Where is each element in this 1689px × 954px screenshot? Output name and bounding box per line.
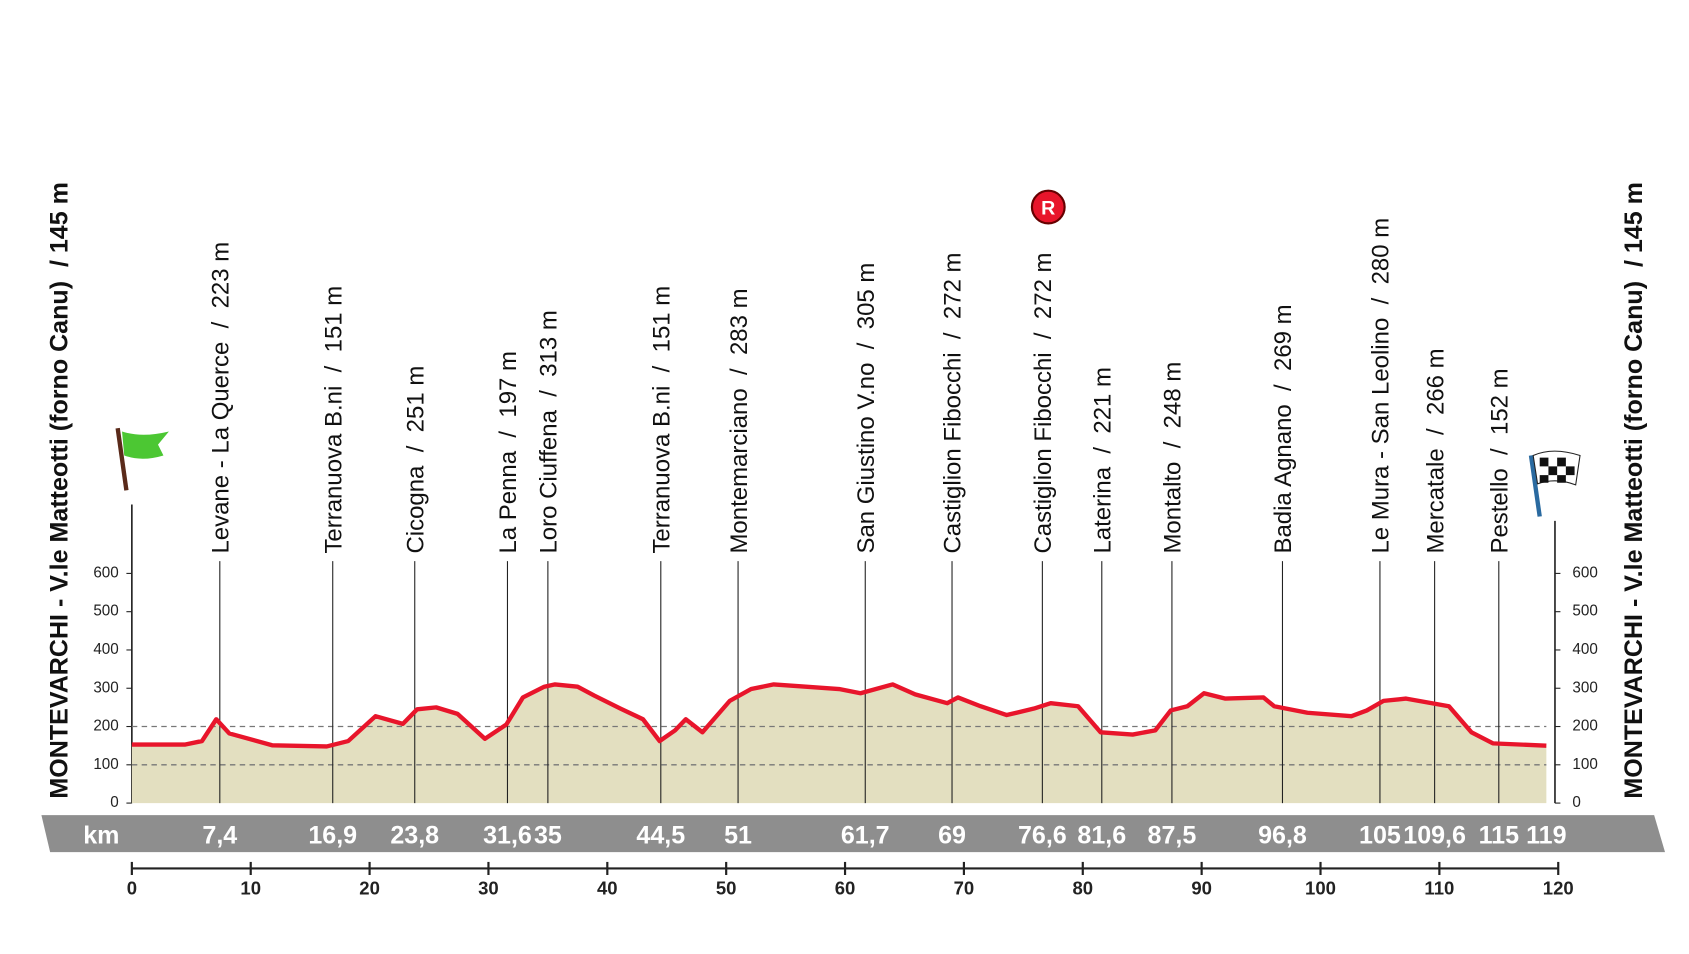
- x-tick-label: 60: [835, 878, 856, 899]
- waypoint-name: Cicogna / 251 m: [402, 366, 429, 554]
- x-tick-label: 90: [1191, 878, 1212, 899]
- waypoint-km: 7,4: [202, 821, 237, 849]
- start-label: MONTEVARCHI - V.le Matteotti (forno Canu…: [46, 182, 74, 798]
- feed-zone-label: R: [1041, 198, 1055, 220]
- feed-zone: R: [1030, 189, 1066, 225]
- y-tick-label: 100: [93, 756, 118, 773]
- waypoint-name: San Giustino V.no / 305 m: [853, 263, 880, 554]
- x-tick-label: 30: [478, 878, 499, 899]
- x-tick-label: 70: [954, 878, 975, 899]
- waypoint-km: 105: [1359, 821, 1401, 849]
- y-tick-label: 200: [93, 718, 118, 735]
- y-tick-label-right: 400: [1572, 641, 1597, 658]
- waypoint-km: 115: [1479, 821, 1519, 849]
- x-tick-label: 100: [1305, 878, 1336, 899]
- waypoint-km: 81,6: [1077, 821, 1126, 849]
- waypoint-km: 51: [724, 821, 752, 849]
- waypoint-km: 96,8: [1258, 821, 1307, 849]
- start-flag: [115, 427, 169, 491]
- waypoint-km: 61,7: [841, 821, 890, 849]
- y-tick-label: 300: [93, 679, 118, 696]
- km-band: [41, 815, 1666, 853]
- y-tick-label: 500: [93, 603, 118, 620]
- x-tick-label: 80: [1072, 878, 1093, 899]
- y-tick-label-right: 500: [1572, 603, 1597, 620]
- waypoint-km: 31,6: [483, 821, 532, 849]
- waypoint-km: 69: [938, 821, 966, 849]
- waypoint-km: 87,5: [1148, 821, 1197, 849]
- km-label: km: [83, 821, 119, 849]
- waypoint-name: Terranuova B.ni / 151 m: [649, 286, 676, 554]
- waypoint-km: 35: [534, 821, 562, 849]
- finish-label: MONTEVARCHI - V.le Matteotti (forno Canu…: [1620, 182, 1648, 798]
- waypoint-name: Laterina / 221 m: [1090, 367, 1117, 554]
- x-tick-label: 110: [1424, 878, 1454, 899]
- y-tick-label-right: 100: [1572, 756, 1597, 773]
- waypoint-km: 76,6: [1018, 821, 1067, 849]
- x-tick-label: 120: [1543, 878, 1574, 899]
- x-tick-label: 10: [240, 878, 261, 899]
- y-tick-label: 0: [110, 794, 118, 811]
- waypoint-km: 23,8: [390, 821, 439, 849]
- x-tick-label: 20: [359, 878, 380, 899]
- y-tick-label: 600: [93, 564, 118, 581]
- waypoint-km: 109,6: [1403, 821, 1466, 849]
- waypoint-name: Mercatale / 266 m: [1422, 348, 1449, 553]
- waypoint-name: Le Mura - San Leolino / 280 m: [1368, 218, 1395, 554]
- waypoint-name: Loro Ciuffena / 313 m: [536, 310, 563, 553]
- finish-flag: [1528, 450, 1581, 517]
- y-tick-label-right: 600: [1572, 564, 1597, 581]
- profile-area: [131, 684, 1547, 804]
- y-tick-label-right: 200: [1572, 718, 1597, 735]
- y-tick-label: 400: [93, 641, 118, 658]
- y-tick-label-right: 300: [1572, 679, 1597, 696]
- waypoint-km: 16,9: [308, 821, 357, 849]
- waypoint-name: Castiglion Fibocchi / 272 m: [1030, 252, 1057, 553]
- profile-line: [131, 682, 1547, 749]
- waypoint-name: Castiglion Fibocchi / 272 m: [940, 252, 967, 553]
- x-tick-label: 0: [127, 878, 137, 899]
- waypoint-name: Montemarciano / 283 m: [726, 288, 753, 553]
- x-tick-label: 50: [716, 878, 737, 899]
- finish-km: 119: [1526, 821, 1566, 849]
- waypoint-name: Badia Agnano / 269 m: [1270, 304, 1297, 553]
- x-tick-label: 40: [597, 878, 618, 899]
- waypoint-name: Terranuova B.ni / 151 m: [320, 286, 347, 554]
- y-tick-label-right: 0: [1572, 794, 1580, 811]
- waypoint-name: Montalto / 248 m: [1160, 362, 1187, 554]
- waypoint-name: Levane - La Querce / 223 m: [208, 242, 235, 554]
- waypoint-km: 44,5: [636, 821, 685, 849]
- waypoint-name: La Penna / 197 m: [495, 351, 522, 554]
- waypoint-name: Pestello / 152 m: [1487, 368, 1514, 553]
